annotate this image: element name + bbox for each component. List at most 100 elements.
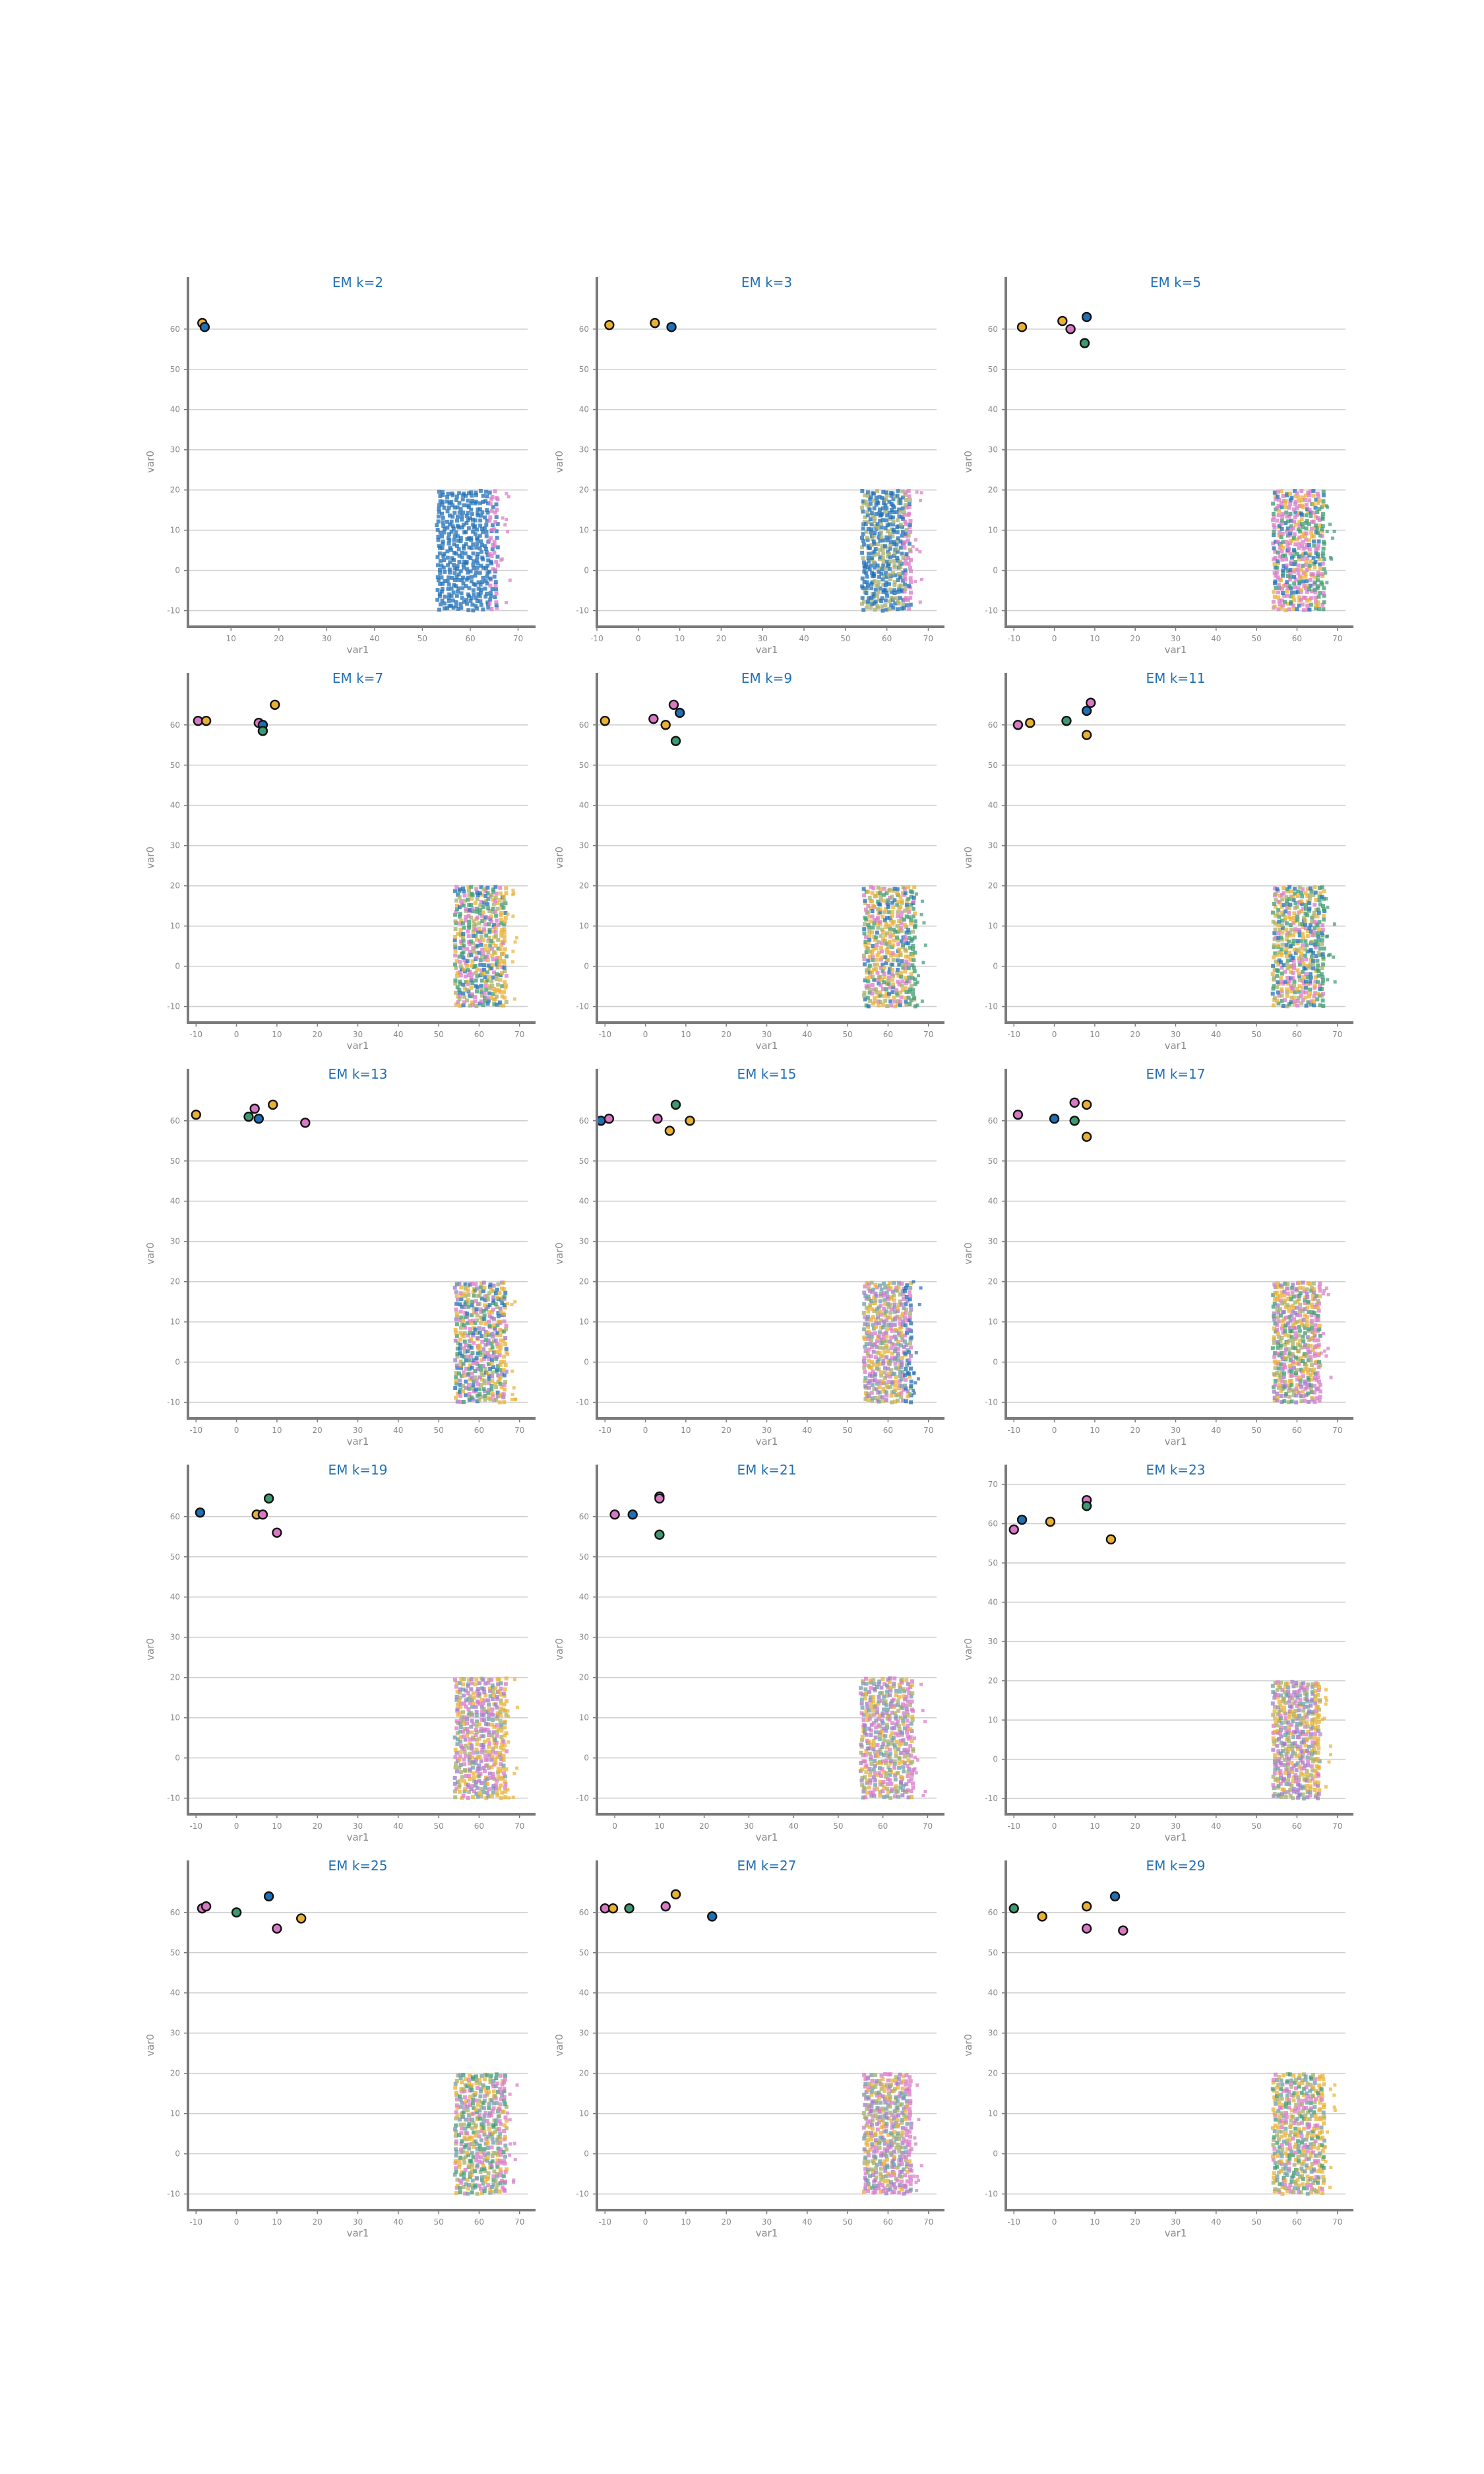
data-point (483, 579, 488, 583)
data-point (888, 934, 893, 939)
data-point (1290, 1362, 1295, 1366)
data-point (882, 971, 886, 976)
data-point (884, 571, 888, 575)
data-point (458, 912, 462, 916)
data-point (478, 488, 483, 493)
data-point (487, 1686, 492, 1691)
data-point (460, 575, 465, 580)
data-point (1301, 961, 1306, 966)
data-point (1292, 966, 1297, 970)
data-point (1301, 998, 1305, 1003)
data-point (475, 890, 479, 895)
data-point (1297, 554, 1301, 559)
data-point (1276, 1303, 1280, 1308)
y-axis-label: var0 (962, 846, 974, 869)
data-point (464, 521, 469, 525)
data-point (867, 930, 872, 934)
data-point (478, 1722, 482, 1727)
data-point (1291, 933, 1295, 937)
data-point (1274, 897, 1278, 902)
data-point (875, 1381, 880, 1386)
data-point (1286, 1389, 1291, 1393)
data-point (464, 542, 468, 546)
subplot-title: EM k=2 (332, 274, 383, 290)
data-point (1308, 1337, 1313, 1342)
data-point (478, 1754, 482, 1759)
data-point (501, 951, 506, 956)
data-point (894, 1716, 898, 1721)
data-point (867, 1306, 871, 1310)
data-point (898, 895, 903, 900)
data-point (887, 1717, 892, 1722)
data-point (1299, 517, 1304, 522)
data-point (471, 1397, 476, 1402)
data-point (1315, 526, 1320, 530)
data-point (502, 961, 507, 966)
data-point (475, 1769, 479, 1774)
data-point (903, 1316, 908, 1320)
data-point (493, 990, 497, 994)
data-point (866, 520, 871, 524)
data-point (863, 1379, 867, 1383)
data-point (860, 1767, 865, 1772)
data-point (488, 1689, 493, 1694)
data-point (466, 929, 470, 934)
data-point (902, 575, 907, 579)
data-point (881, 937, 885, 942)
x-tick-label: 10 (675, 634, 685, 643)
data-point (896, 1703, 900, 1707)
data-point (504, 999, 509, 1004)
data-point (1300, 902, 1305, 906)
data-point (1280, 526, 1284, 531)
data-point (454, 584, 458, 588)
data-point (1278, 1294, 1282, 1298)
data-point (1301, 978, 1305, 983)
data-point (1275, 953, 1280, 957)
data-point (1318, 1389, 1322, 1394)
data-point (469, 1354, 474, 1358)
data-point (1304, 526, 1309, 531)
x-tick-label: 60 (883, 1426, 893, 1435)
data-point (1285, 1004, 1289, 1009)
data-point (870, 1374, 875, 1378)
data-point (435, 575, 440, 580)
data-point (882, 1738, 886, 1743)
data-point (904, 938, 908, 943)
data-point (1316, 584, 1320, 588)
data-point (458, 970, 462, 974)
data-point (883, 509, 888, 514)
data-point (867, 1740, 871, 1744)
data-point (453, 1339, 458, 1343)
data-point (1324, 504, 1328, 508)
data-point (1321, 914, 1326, 918)
data-point (487, 552, 492, 556)
data-point (488, 583, 493, 588)
data-point (859, 1742, 863, 1747)
data-point (1292, 1366, 1297, 1370)
data-point (868, 1342, 873, 1347)
data-point (1320, 505, 1324, 509)
data-point (454, 974, 459, 978)
data-point (1272, 533, 1276, 538)
data-point (482, 957, 487, 962)
data-point (896, 1347, 901, 1351)
data-point (867, 1708, 871, 1713)
data-point (1283, 1281, 1287, 1286)
data-point (906, 1394, 910, 1399)
data-point (875, 563, 880, 568)
data-point (464, 584, 468, 588)
data-point (1316, 1375, 1320, 1380)
data-point (503, 1342, 508, 1347)
data-point (908, 1703, 913, 1707)
data-point (491, 1730, 496, 1734)
data-point (484, 534, 489, 538)
x-axis-label: var1 (347, 644, 369, 656)
data-point (900, 530, 905, 534)
data-point (473, 1288, 478, 1293)
data-point (1274, 585, 1278, 590)
data-point (495, 1697, 499, 1701)
data-point (461, 1682, 466, 1687)
data-point (881, 1789, 885, 1794)
data-point (899, 917, 904, 922)
